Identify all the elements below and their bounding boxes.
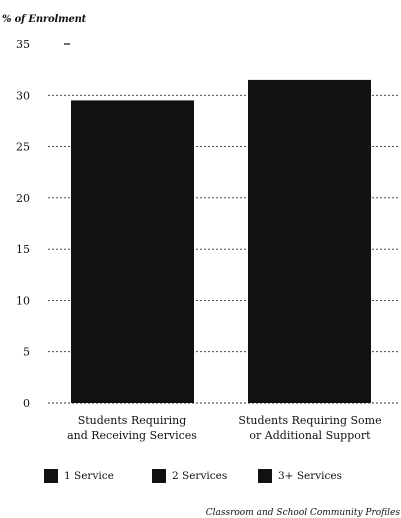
legend-swatch-2 (152, 469, 166, 483)
y-tick-label-5: 5 (23, 346, 30, 359)
x-category-label-1-line-1: Students Requiring (77, 414, 187, 427)
legend-item-3: 3+ Services (258, 469, 342, 483)
x-category-label-1-line-2: and Receiving Services (67, 429, 197, 442)
y-axis-label: % of Enrolment (2, 14, 87, 25)
bar-1 (71, 100, 194, 404)
x-category-label-2: Students Requiring Some or Additional Su… (210, 413, 401, 443)
legend-label-1: 1 Service (64, 470, 114, 482)
x-category-label-2-line-2: or Additional Support (249, 429, 371, 442)
source-note: Classroom and School Community Profiles (205, 508, 400, 518)
y-tick-label-15: 15 (16, 243, 30, 256)
legend-item-2: 2 Services (152, 469, 227, 483)
legend-swatch-1 (44, 469, 58, 483)
y-tick-label-25: 25 (16, 141, 30, 154)
legend: 1 Service 2 Services 3+ Services (0, 469, 401, 485)
y-tick-label-20: 20 (16, 192, 30, 205)
x-category-label-2-line-1: Students Requiring Some (238, 414, 382, 427)
bar-2 (248, 79, 371, 404)
y-tick-label-10: 10 (16, 294, 30, 307)
legend-label-2: 2 Services (172, 470, 228, 482)
legend-label-3: 3+ Services (278, 470, 343, 482)
y-tick-label-0: 0 (23, 397, 30, 410)
y-tick-label-35: 35 (16, 38, 30, 51)
y-tick-label-30: 30 (16, 89, 30, 102)
x-category-label-1: Students Requiring and Receiving Service… (32, 413, 232, 443)
legend-item-1: 1 Service (44, 469, 114, 483)
legend-swatch-3 (258, 469, 272, 483)
